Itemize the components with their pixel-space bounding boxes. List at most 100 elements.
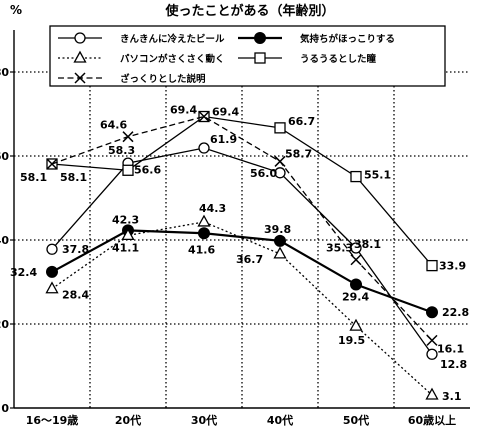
x-tick-label: 50代 — [343, 413, 369, 427]
data-label: 28.4 — [62, 289, 89, 302]
y-tick-label: 40 — [0, 234, 9, 247]
data-label: 56.6 — [134, 163, 161, 176]
point-x-stroke — [46, 158, 58, 170]
data-label: 61.9 — [210, 133, 237, 146]
y-axis-unit-label: % — [10, 3, 22, 17]
data-label: 58.3 — [108, 144, 135, 157]
legend-item-5: ざっくりとした説明 — [58, 72, 206, 85]
series-line — [51, 115, 433, 267]
point-open-circle — [274, 167, 286, 179]
legend-item-3: パソコンがさくさく動く — [58, 50, 225, 65]
legend-label: きんきんに冷えたビール — [120, 33, 225, 45]
data-label: 32.4 — [10, 266, 37, 279]
point-x — [350, 254, 362, 266]
data-label: 58.7 — [285, 147, 312, 160]
point-x-stroke — [74, 72, 86, 84]
point-triangle — [197, 214, 211, 227]
data-label: 69.4 — [212, 106, 239, 119]
x-tick-label: 20代 — [115, 413, 141, 427]
legend-label: ざっくりとした説明 — [120, 73, 206, 85]
point-triangle — [273, 246, 287, 259]
legend-item-4: うるうるとした瞳 — [238, 52, 377, 65]
point-open-circle — [350, 242, 362, 254]
point-x-stroke — [198, 110, 210, 123]
data-label: 38.1 — [354, 238, 381, 251]
data-label: 64.6 — [100, 119, 127, 132]
point-triangle — [425, 387, 439, 400]
legend-label: うるうるとした瞳 — [300, 53, 377, 65]
series-1 — [46, 142, 438, 360]
series-2 — [46, 224, 438, 319]
series-line — [51, 221, 433, 396]
series-line — [51, 115, 433, 341]
data-label: 44.3 — [199, 202, 226, 215]
data-label: 33.9 — [439, 260, 466, 273]
x-tick-label: 16～19歳 — [26, 413, 79, 427]
point-x-stroke — [274, 155, 286, 167]
data-label: 16.1 — [437, 342, 464, 355]
point-x — [122, 131, 134, 143]
point-open-circle — [74, 32, 86, 44]
data-label: 55.1 — [364, 169, 391, 182]
legend-label: パソコンがさくさく動く — [120, 53, 225, 65]
point-triangle — [349, 318, 363, 331]
series-group — [45, 110, 439, 400]
data-label: 56.0 — [250, 167, 277, 180]
point-x — [426, 334, 438, 346]
x-tick-labels: 16～19歳 20代 30代 40代 50代 60歳以上 — [26, 413, 456, 427]
y-tick-label: 80 — [0, 66, 9, 79]
data-label: 37.8 — [62, 243, 89, 256]
point-square — [254, 52, 266, 64]
gridlines — [14, 30, 470, 408]
x-tick-label: 40代 — [267, 413, 293, 427]
series-3 — [45, 214, 439, 400]
x-tick-label: 60歳以上 — [408, 413, 456, 427]
point-square — [426, 259, 438, 272]
point-filled-circle — [350, 278, 362, 291]
data-label: 35.3 — [326, 242, 353, 255]
legend-item-1: きんきんに冷えたビール — [58, 32, 225, 45]
data-label: 69.4 — [170, 104, 197, 117]
y-tick-labels: 0 20 40 60 80 — [0, 66, 9, 415]
point-filled-circle — [274, 234, 286, 247]
point-x-stroke — [426, 334, 438, 346]
point-open-circle — [426, 348, 438, 360]
point-x — [274, 155, 286, 167]
point-x-stroke — [122, 131, 134, 143]
data-label: 3.1 — [442, 390, 462, 403]
point-filled-circle — [198, 227, 210, 240]
point-triangle — [121, 228, 135, 241]
point-x — [46, 158, 58, 170]
point-square — [350, 170, 362, 183]
data-label: 36.7 — [236, 253, 263, 266]
data-label: 22.8 — [442, 306, 469, 319]
data-label: 42.3 — [112, 213, 139, 226]
y-tick-label: 0 — [1, 402, 9, 415]
point-x — [198, 110, 210, 123]
data-label: 19.5 — [338, 334, 365, 347]
point-filled-circle — [426, 306, 438, 319]
x-tick-label: 30代 — [191, 413, 217, 427]
axes — [10, 30, 470, 409]
legend-label: 気持ちがほっこりする — [300, 33, 395, 45]
data-label: 41.6 — [188, 243, 215, 256]
data-label: 39.8 — [264, 223, 291, 236]
y-tick-label: 60 — [0, 150, 9, 163]
point-open-circle — [198, 142, 210, 154]
point-triangle — [73, 50, 87, 63]
data-labels: 37.8 58.3 61.9 56.0 38.1 12.8 32.4 42.3 41.6 39.8… — [10, 104, 469, 403]
data-label: 58.1 — [60, 171, 87, 184]
data-label: 12.8 — [440, 358, 467, 371]
data-label: 66.7 — [288, 115, 315, 128]
point-square — [122, 164, 134, 176]
data-label: 58.1 — [20, 171, 47, 184]
chart-title: 使ったことがある（年齢別） — [164, 3, 334, 19]
data-label: 29.4 — [342, 291, 369, 304]
series-line — [51, 229, 433, 314]
point-square — [274, 122, 286, 134]
point-x-stroke — [350, 254, 362, 266]
y-tick-label: 20 — [0, 318, 9, 331]
series-5 — [46, 110, 438, 346]
